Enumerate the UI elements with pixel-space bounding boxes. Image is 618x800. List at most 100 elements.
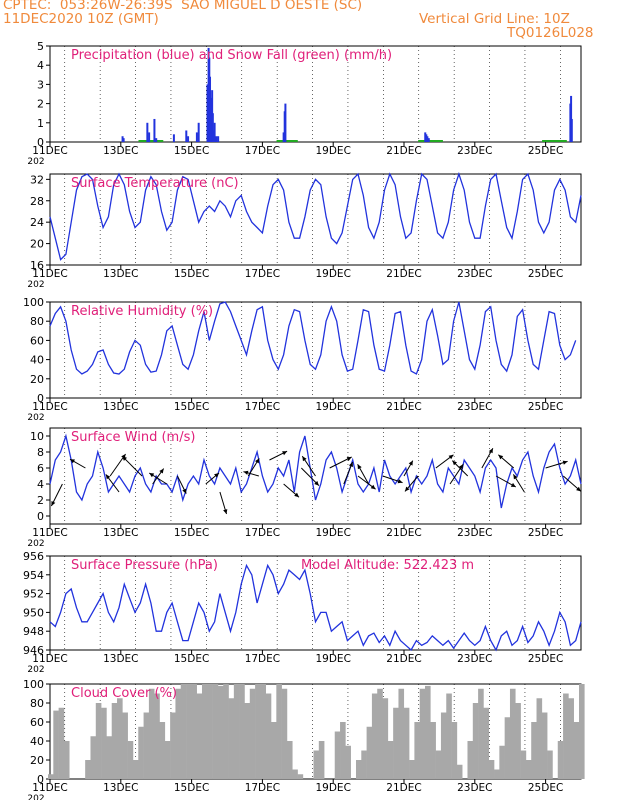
wind-arrow-head — [214, 473, 219, 478]
cloud-bar — [239, 684, 245, 779]
cloud-bar — [143, 712, 150, 779]
y-tick-label: 80 — [30, 697, 44, 710]
precip-bar — [206, 84, 209, 142]
precip-bar — [209, 76, 212, 142]
x-tick-label: 19DEC — [315, 527, 350, 539]
y-tick-label: 28 — [30, 195, 44, 208]
x-tick-label: 11DEC — [32, 401, 67, 413]
wind-arrow-head — [294, 492, 299, 498]
precip-bar — [185, 130, 188, 142]
cloud-bar — [345, 745, 351, 779]
x-tick-label: 21DEC — [386, 782, 421, 794]
cloud-bar — [494, 769, 500, 779]
cloud-bar — [568, 698, 574, 779]
x-tick-label: 13DEC — [103, 653, 138, 665]
panel-title: Precipitation (blue) and Snow Fall (gree… — [71, 48, 392, 63]
x-year-label: 202 — [27, 280, 44, 290]
precip-bar — [153, 118, 156, 142]
cloud-bar — [201, 684, 208, 779]
cloud-bar — [451, 722, 458, 779]
cloud-bar — [557, 741, 564, 779]
wind-arrow-head — [182, 488, 187, 494]
wind-arrow-head — [576, 486, 581, 492]
cloud-bar — [313, 750, 320, 779]
x-tick-label: 17DEC — [245, 653, 280, 665]
panel-annotation: Model Altitude: 522.423 m — [301, 558, 474, 573]
cloud-bar — [148, 688, 155, 779]
cloud-bar — [127, 741, 134, 779]
y-tick-label: 0 — [37, 773, 44, 786]
cloud-bar — [446, 693, 452, 779]
x-tick-label: 25DEC — [528, 782, 563, 794]
cloud-bar — [467, 741, 474, 779]
y-tick-label: 80 — [30, 315, 44, 328]
panel-rh — [46, 301, 582, 402]
cloud-bar — [106, 736, 113, 779]
wind-arrow-head — [105, 474, 111, 480]
wind-arrow-head — [488, 448, 493, 454]
x-tick-label: 13DEC — [103, 527, 138, 539]
x-tick-label: 15DEC — [174, 527, 209, 539]
y-tick-label: 40 — [30, 735, 44, 748]
wind-arrow-head — [314, 480, 319, 486]
x-tick-label: 19DEC — [315, 268, 350, 280]
cloud-bar — [63, 741, 70, 779]
cloud-bar — [286, 741, 293, 779]
cloud-bar — [573, 722, 580, 779]
cloud-bar — [53, 710, 59, 779]
y-tick-label: 10 — [30, 430, 44, 443]
y-tick-label: 0 — [37, 136, 44, 149]
cloud-bar — [472, 703, 479, 779]
cloud-bar — [249, 688, 256, 779]
panel-title: Cloud Cover (%) — [71, 686, 177, 701]
precip-bar — [426, 136, 429, 142]
y-tick-label: 100 — [23, 296, 44, 309]
y-tick-label: 6 — [37, 462, 44, 475]
cloud-bar — [488, 760, 495, 779]
cloud-bar — [196, 693, 203, 779]
x-tick-label: 11DEC — [32, 268, 67, 280]
x-tick-label: 25DEC — [528, 527, 563, 539]
panel-title: Surface Pressure (hPa) — [71, 558, 218, 573]
cloud-bar — [579, 684, 585, 779]
panel-frame — [49, 427, 582, 525]
cloud-bar — [180, 684, 187, 779]
cloud-bar — [483, 707, 490, 779]
cloud-bar — [377, 688, 383, 779]
wind-arrow-head — [282, 451, 288, 456]
x-tick-label: 21DEC — [386, 145, 421, 157]
cloud-bar — [520, 750, 527, 779]
wind-arrow-head — [370, 484, 376, 490]
precip-bar — [195, 132, 198, 142]
x-year-label: 202 — [27, 794, 44, 800]
x-year-label: 202 — [27, 413, 44, 423]
cloud-bar — [509, 688, 516, 779]
y-tick-label: 20 — [30, 238, 44, 251]
precip-bar — [284, 103, 287, 142]
y-tick-label: 24 — [30, 216, 44, 229]
panel-title: Relative Humidity (%) — [71, 304, 213, 319]
cloud-bar — [186, 684, 192, 779]
panel-title: Surface Wind (m/s) — [71, 430, 195, 445]
x-year-label: 202 — [27, 665, 44, 675]
cloud-bar — [111, 703, 118, 779]
cloud-bar — [154, 693, 160, 779]
panel-pressure — [46, 555, 582, 654]
cloud-bar — [191, 684, 197, 779]
wind-arrow-head — [513, 474, 518, 480]
precip-bar — [425, 134, 428, 142]
cloud-bar — [371, 693, 378, 779]
precip-bar — [148, 132, 151, 142]
x-tick-label: 17DEC — [245, 145, 280, 157]
x-tick-label: 15DEC — [174, 145, 209, 157]
precip-bar — [570, 118, 573, 142]
y-tick-label: 5 — [37, 40, 44, 53]
panel-frame — [49, 45, 582, 143]
precip-bar — [121, 136, 124, 142]
wind-arrow-head — [562, 460, 568, 465]
cloud-bar — [382, 698, 389, 779]
x-tick-label: 23DEC — [457, 268, 492, 280]
cloud-bar — [536, 698, 543, 779]
cloud-bar — [138, 726, 144, 779]
